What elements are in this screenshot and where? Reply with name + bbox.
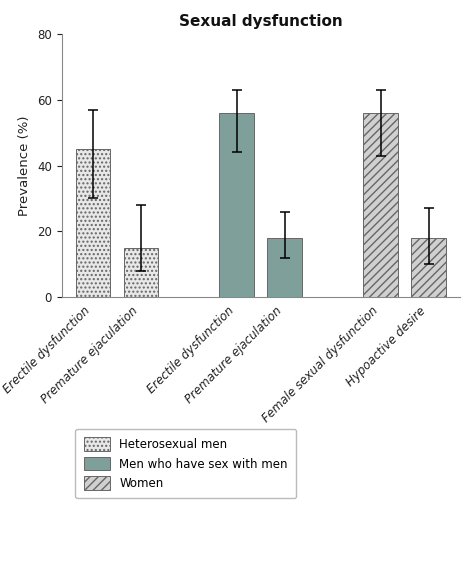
Legend: Heterosexual men, Men who have sex with men, Women: Heterosexual men, Men who have sex with … <box>75 429 296 498</box>
Bar <box>267 238 302 297</box>
Bar <box>364 113 398 297</box>
Bar <box>75 149 110 297</box>
Y-axis label: Prevalence (%): Prevalence (%) <box>18 115 31 216</box>
Bar <box>124 248 158 297</box>
Bar <box>411 238 446 297</box>
Bar <box>219 113 254 297</box>
Title: Sexual dysfunction: Sexual dysfunction <box>179 14 343 29</box>
